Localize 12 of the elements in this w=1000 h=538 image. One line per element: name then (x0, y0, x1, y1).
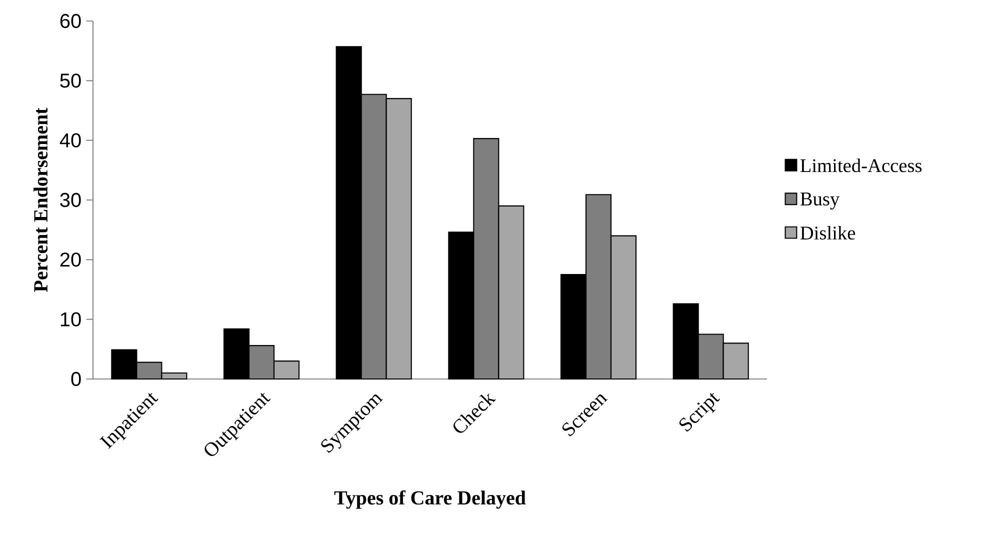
y-tick-label: 30 (60, 192, 81, 208)
y-tick-label: 20 (60, 252, 81, 267)
y-tick-label: 0 (71, 372, 81, 386)
y-tick-label: 60 (60, 14, 81, 28)
y-axis-title: Percent Endorsement (34, 108, 48, 292)
y-tick-label: 40 (60, 133, 81, 148)
legend-label: Limited-Access (800, 158, 922, 172)
y-tick-label: 50 (60, 74, 81, 88)
y-tick-label: 10 (60, 312, 81, 326)
x-axis-title: Types of Care Delayed (334, 490, 526, 509)
legend-label: Dislike (800, 226, 856, 240)
legend-label: Busy (800, 192, 840, 210)
